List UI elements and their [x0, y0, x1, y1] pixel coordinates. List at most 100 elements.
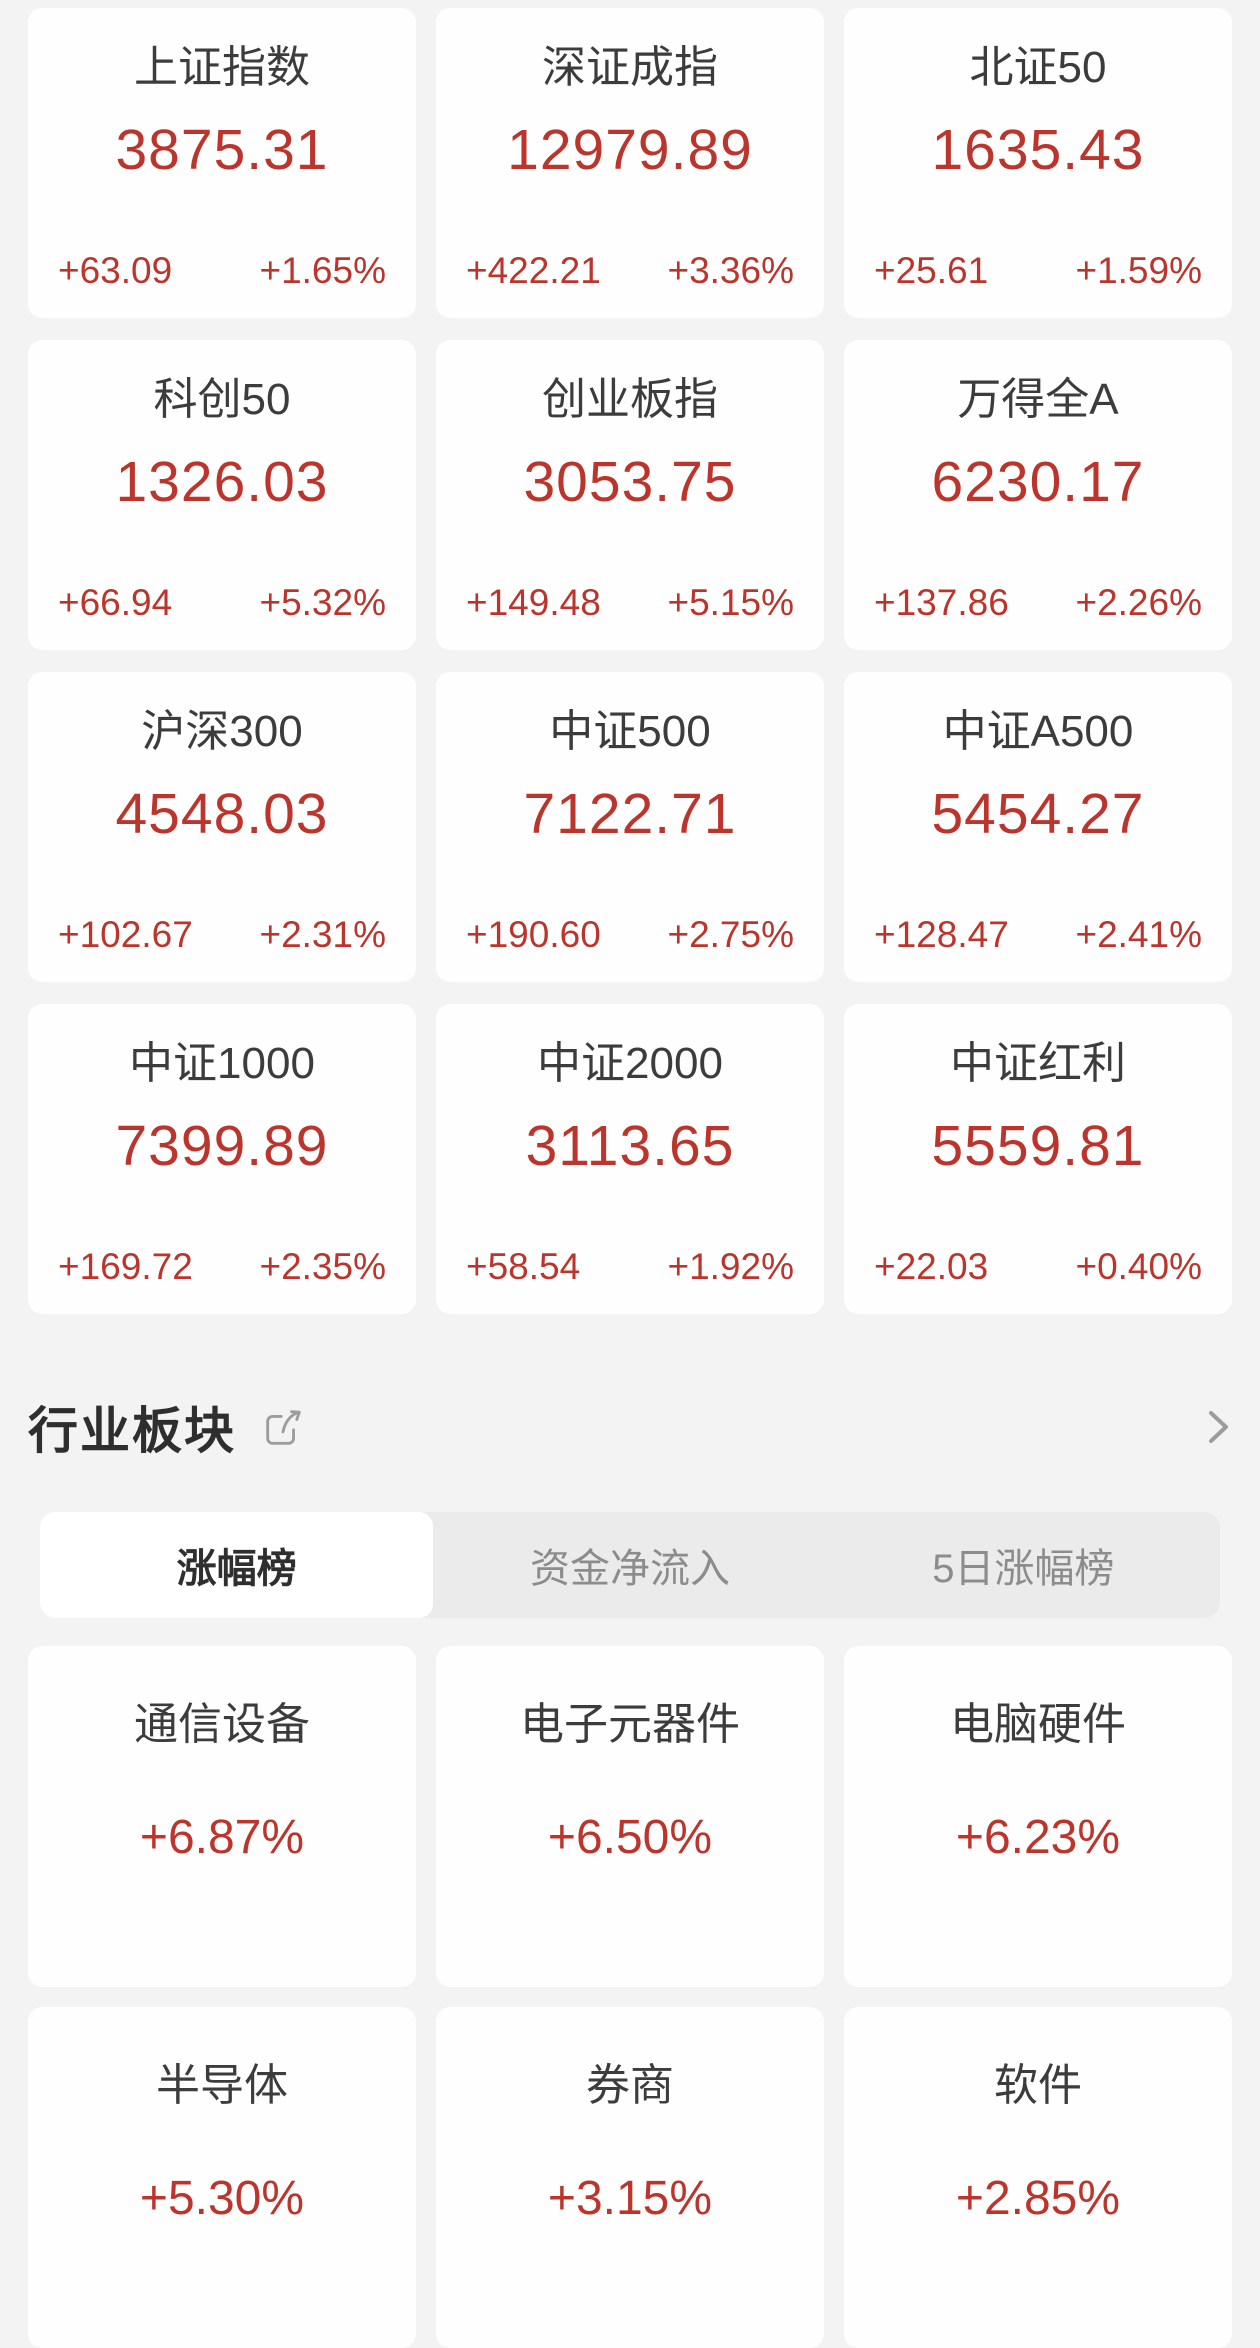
tab-gainers[interactable]: 涨幅榜: [40, 1512, 434, 1618]
index-change-percent: +2.35%: [259, 1246, 386, 1287]
index-name: 科创50: [153, 375, 291, 424]
index-card-1[interactable]: 深证成指 12979.89 +422.21 +3.36%: [436, 8, 824, 318]
index-name: 北证50: [969, 43, 1107, 92]
index-value: 1635.43: [931, 118, 1145, 182]
index-value: 6230.17: [931, 450, 1145, 514]
index-name: 万得全A: [957, 375, 1119, 424]
sector-card-4[interactable]: 券商 +3.15%: [436, 2007, 824, 2348]
index-change-percent: +3.36%: [667, 250, 794, 291]
index-change-percent: +5.15%: [667, 582, 794, 623]
index-change-amount: +169.72: [58, 1246, 193, 1287]
share-icon[interactable]: [260, 1404, 306, 1450]
sector-change-percent: +6.23%: [955, 1811, 1121, 1864]
index-change-row: +22.03 +0.40%: [874, 1246, 1202, 1288]
index-change-amount: +22.03: [874, 1246, 989, 1287]
index-name: 沪深300: [141, 707, 303, 756]
index-card-11[interactable]: 中证红利 5559.81 +22.03 +0.40%: [844, 1004, 1232, 1314]
index-change-amount: +422.21: [466, 250, 601, 291]
index-value: 12979.89: [507, 118, 753, 182]
index-change-percent: +2.75%: [667, 914, 794, 955]
sector-name: 电脑硬件: [950, 1700, 1126, 1749]
index-card-0[interactable]: 上证指数 3875.31 +63.09 +1.65%: [28, 8, 416, 318]
index-change-row: +58.54 +1.92%: [466, 1246, 794, 1288]
index-card-8[interactable]: 中证A500 5454.27 +128.47 +2.41%: [844, 672, 1232, 982]
tab-5day-gainers[interactable]: 5日涨幅榜: [932, 1547, 1115, 1591]
sector-change-percent: +6.50%: [547, 1811, 713, 1864]
index-change-amount: +190.60: [466, 914, 601, 955]
chevron-right-icon[interactable]: [1206, 1402, 1232, 1452]
index-change-row: +102.67 +2.31%: [58, 914, 386, 956]
index-name: 中证2000: [537, 1039, 723, 1088]
index-change-percent: +2.31%: [259, 914, 386, 955]
sector-change-percent: +5.30%: [139, 2172, 305, 2225]
index-name: 中证红利: [950, 1039, 1126, 1088]
index-grid: 上证指数 3875.31 +63.09 +1.65% 深证成指 12979.89…: [28, 8, 1232, 1314]
index-name: 深证成指: [542, 43, 718, 92]
index-name: 中证1000: [129, 1039, 315, 1088]
index-card-4[interactable]: 创业板指 3053.75 +149.48 +5.15%: [436, 340, 824, 650]
sector-name: 软件: [994, 2061, 1082, 2110]
index-change-row: +149.48 +5.15%: [466, 582, 794, 624]
sector-section-header: 行业板块: [28, 1388, 1232, 1466]
sector-change-percent: +6.87%: [139, 1811, 305, 1864]
sector-name: 电子元器件: [520, 1700, 740, 1749]
section-title: 行业板块: [28, 1403, 236, 1459]
index-value: 3875.31: [115, 118, 329, 182]
index-change-row: +128.47 +2.41%: [874, 914, 1202, 956]
sector-name: 半导体: [156, 2061, 288, 2110]
index-change-percent: +2.41%: [1075, 914, 1202, 955]
index-change-amount: +63.09: [58, 250, 173, 291]
index-value: 3113.65: [525, 1114, 735, 1178]
index-card-5[interactable]: 万得全A 6230.17 +137.86 +2.26%: [844, 340, 1232, 650]
index-value: 5559.81: [931, 1114, 1145, 1178]
sector-card-1[interactable]: 电子元器件 +6.50%: [436, 1646, 824, 1987]
index-name: 创业板指: [542, 375, 718, 424]
index-change-amount: +102.67: [58, 914, 193, 955]
index-name: 上证指数: [134, 43, 310, 92]
index-value: 3053.75: [523, 450, 737, 514]
sector-card-0[interactable]: 通信设备 +6.87%: [28, 1646, 416, 1987]
sector-tabbar: 涨幅榜 资金净流入 5日涨幅榜: [40, 1512, 1220, 1618]
sector-name: 券商: [586, 2061, 674, 2110]
sector-card-2[interactable]: 电脑硬件 +6.23%: [844, 1646, 1232, 1987]
index-card-3[interactable]: 科创50 1326.03 +66.94 +5.32%: [28, 340, 416, 650]
index-change-row: +137.86 +2.26%: [874, 582, 1202, 624]
index-change-amount: +58.54: [466, 1246, 581, 1287]
index-value: 1326.03: [115, 450, 329, 514]
sector-card-5[interactable]: 软件 +2.85%: [844, 2007, 1232, 2348]
index-name: 中证500: [549, 707, 711, 756]
index-change-percent: +1.59%: [1075, 250, 1202, 291]
index-name: 中证A500: [942, 707, 1134, 756]
index-change-percent: +0.40%: [1075, 1246, 1202, 1287]
index-change-percent: +5.32%: [259, 582, 386, 623]
index-value: 7122.71: [523, 782, 737, 846]
sector-card-3[interactable]: 半导体 +5.30%: [28, 2007, 416, 2348]
index-change-amount: +137.86: [874, 582, 1009, 623]
sector-name: 通信设备: [134, 1700, 310, 1749]
index-change-percent: +1.92%: [667, 1246, 794, 1287]
index-change-amount: +66.94: [58, 582, 173, 623]
index-change-amount: +25.61: [874, 250, 989, 291]
sector-change-percent: +2.85%: [955, 2172, 1121, 2225]
index-change-row: +66.94 +5.32%: [58, 582, 386, 624]
index-change-percent: +1.65%: [259, 250, 386, 291]
index-change-amount: +149.48: [466, 582, 601, 623]
index-card-7[interactable]: 中证500 7122.71 +190.60 +2.75%: [436, 672, 824, 982]
sector-change-percent: +3.15%: [547, 2172, 713, 2225]
index-change-row: +169.72 +2.35%: [58, 1246, 386, 1288]
index-change-row: +190.60 +2.75%: [466, 914, 794, 956]
sector-grid: 通信设备 +6.87% 电子元器件 +6.50% 电脑硬件 +6.23% 半导体…: [0, 1618, 1260, 2348]
index-value: 7399.89: [115, 1114, 329, 1178]
index-value: 5454.27: [931, 782, 1145, 846]
index-change-row: +422.21 +3.36%: [466, 250, 794, 292]
index-change-amount: +128.47: [874, 914, 1009, 955]
tab-net-inflow[interactable]: 资金净流入: [529, 1547, 730, 1591]
index-change-row: +63.09 +1.65%: [58, 250, 386, 292]
index-value: 4548.03: [115, 782, 329, 846]
index-change-percent: +2.26%: [1075, 582, 1202, 623]
index-card-9[interactable]: 中证1000 7399.89 +169.72 +2.35%: [28, 1004, 416, 1314]
index-card-6[interactable]: 沪深300 4548.03 +102.67 +2.31%: [28, 672, 416, 982]
index-card-10[interactable]: 中证2000 3113.65 +58.54 +1.92%: [436, 1004, 824, 1314]
index-card-2[interactable]: 北证50 1635.43 +25.61 +1.59%: [844, 8, 1232, 318]
